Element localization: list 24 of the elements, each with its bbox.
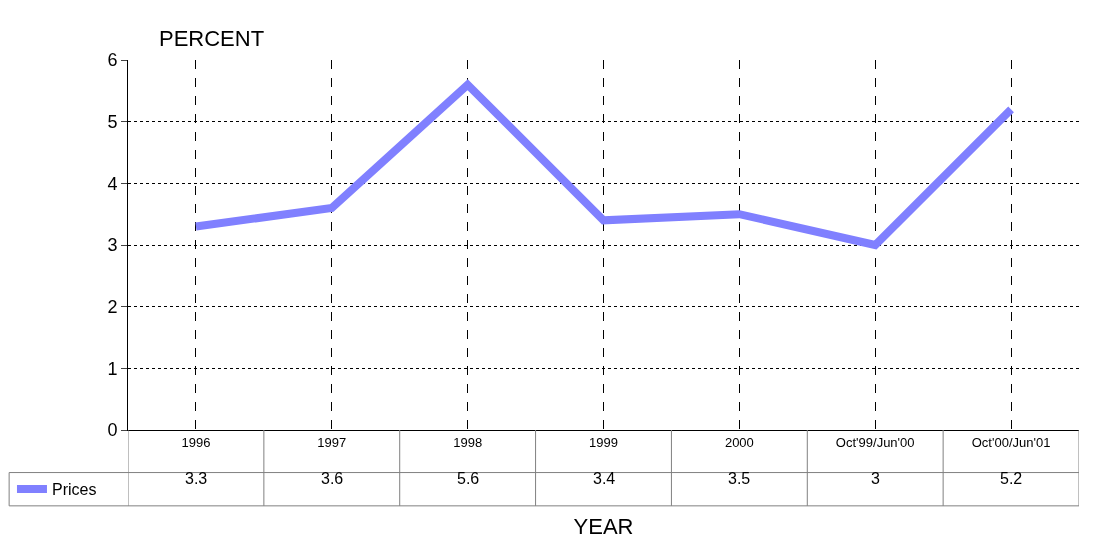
y-tick-label: 3	[107, 235, 118, 256]
data-label: 3.4	[593, 470, 616, 487]
y-tick-label: 4	[107, 173, 118, 194]
y-tick-label: 5	[107, 111, 118, 132]
data-label: 3.6	[321, 470, 344, 487]
x-tick-label: 1997	[317, 434, 347, 450]
x-tick-label: Oct'00/Jun'01	[971, 434, 1051, 450]
data-label: 3.5	[728, 470, 751, 487]
x-axis-title: YEAR	[573, 514, 634, 540]
data-label: 5.6	[457, 470, 480, 487]
y-tick-label: 2	[107, 296, 118, 317]
y-tick-label: 6	[107, 50, 118, 71]
x-tick-label: 1996	[181, 434, 211, 450]
data-label: 5.2	[1000, 470, 1023, 487]
x-tick-label: 2000	[724, 434, 754, 450]
x-tick-label: Oct'99/Jun'00	[835, 434, 915, 450]
legend-label: Prices	[51, 481, 97, 499]
x-tick-label: 1999	[589, 434, 618, 450]
data-label: 3.3	[185, 470, 208, 487]
x-tick-label: 1998	[453, 434, 483, 450]
y-axis-title: PERCENT	[159, 26, 265, 51]
data-label: 3	[871, 470, 880, 487]
y-tick-label: 0	[107, 420, 118, 441]
y-tick-label: 1	[107, 358, 118, 379]
